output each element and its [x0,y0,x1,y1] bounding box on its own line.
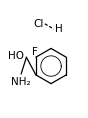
Text: HO: HO [8,51,24,61]
Text: F: F [32,47,38,57]
Text: Cl: Cl [34,19,44,29]
Text: NH₂: NH₂ [11,77,31,87]
Text: H: H [55,24,62,34]
